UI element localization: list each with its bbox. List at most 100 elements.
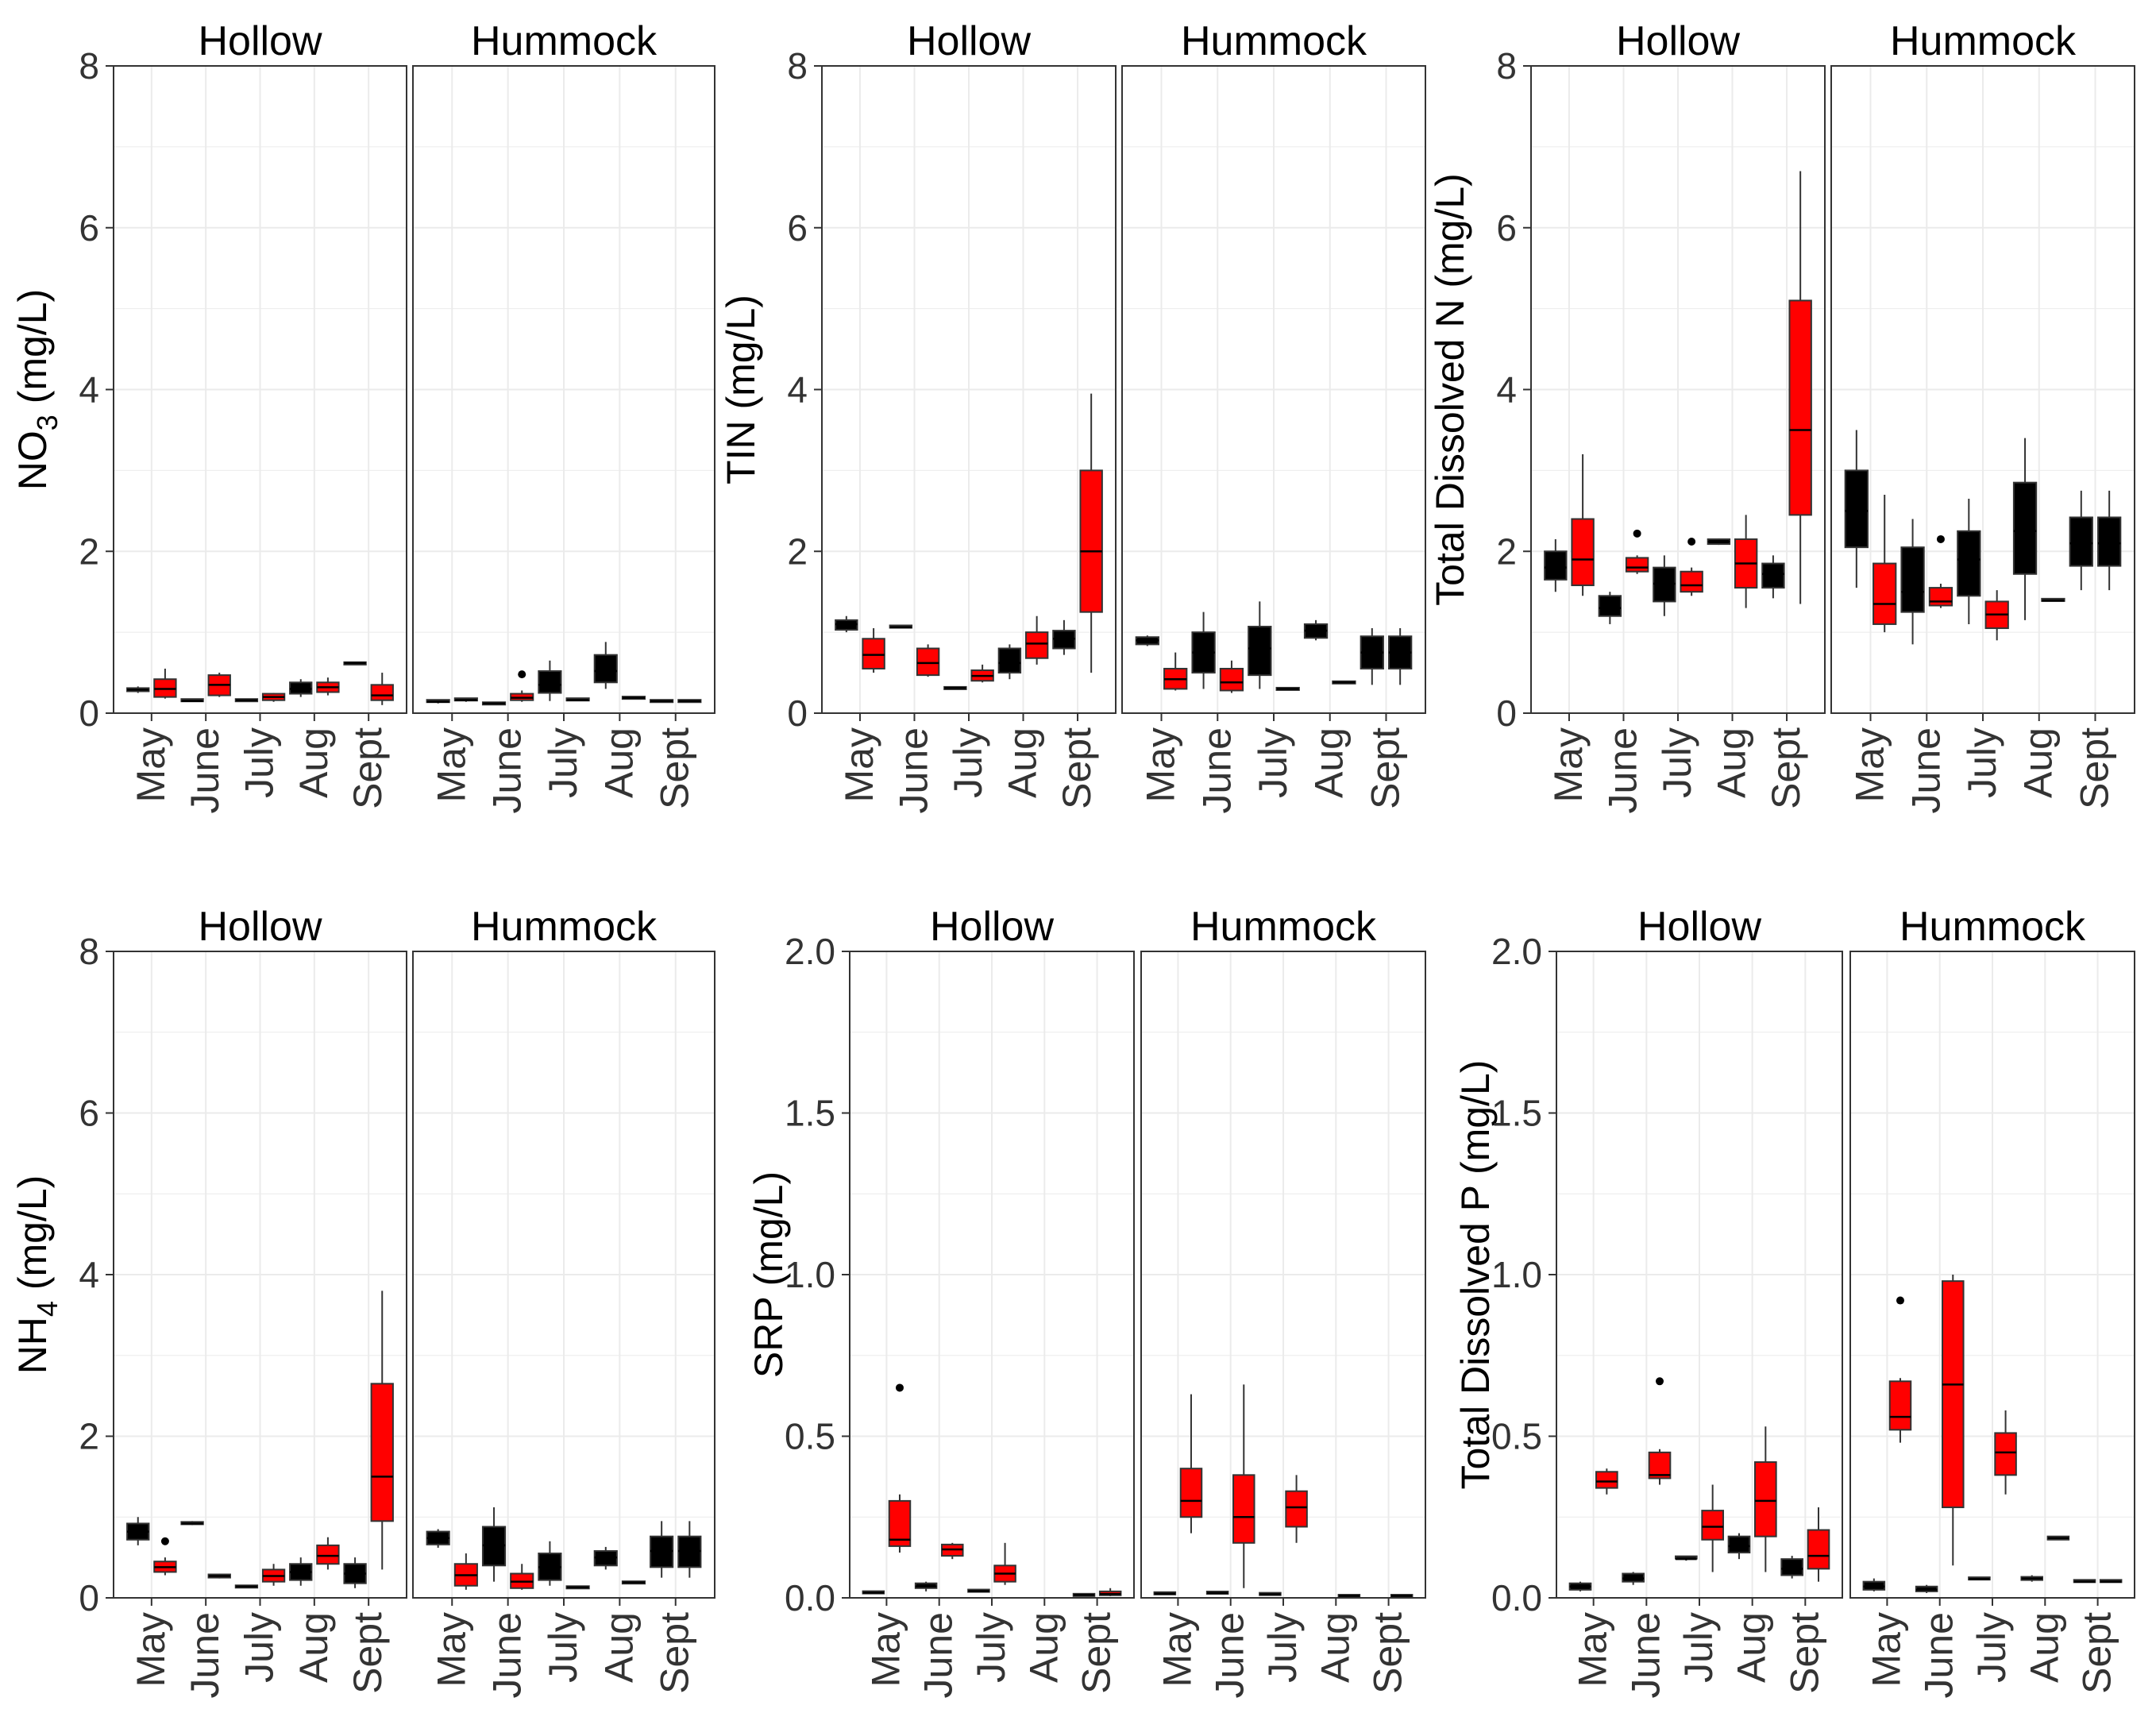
y-tick-label: 1.5 <box>1491 1093 1542 1134</box>
x-tick-label-aug: Aug <box>596 1612 641 1683</box>
box-red <box>1701 1484 1724 1572</box>
box-outlier <box>1896 1296 1904 1305</box>
facet-label-hollow: Hollow <box>930 904 1054 950</box>
box-red <box>1163 652 1188 691</box>
box-red <box>1942 1275 1965 1566</box>
box-body <box>1571 518 1595 587</box>
y-axis-label-main: SRP (mg/L) <box>746 1171 791 1378</box>
box-red <box>1571 454 1595 596</box>
box-black <box>1191 612 1216 689</box>
box-red <box>862 628 885 673</box>
box-black <box>565 1585 590 1590</box>
box-black <box>1153 1591 1177 1595</box>
x-tick-label-aug: Aug <box>596 727 641 798</box>
x-tick-label-july: July <box>1676 1612 1721 1683</box>
box-red <box>1754 1426 1777 1572</box>
y-axis-label-main: Total Dissolved N (mg/L) <box>1428 173 1472 606</box>
box-red <box>207 673 231 697</box>
x-tick-label-july: July <box>541 1612 585 1683</box>
box-red <box>1648 1377 1672 1485</box>
box-red <box>970 664 994 683</box>
x-tick-label-sept: Sept <box>345 727 390 809</box>
box-outlier <box>1633 529 1641 538</box>
y-tick-label: 0 <box>79 693 99 734</box>
x-tick-label-june: June <box>1194 727 1239 813</box>
facet-hollow: Hollow May June July Aug Sept <box>1556 904 1843 1698</box>
facet-hollow: Hollow May June July Aug Sept <box>113 18 407 813</box>
box-black <box>538 1541 562 1586</box>
x-tick-label-aug: Aug <box>291 1612 336 1683</box>
box-body <box>1544 550 1568 581</box>
box-black <box>650 1521 674 1578</box>
y-tick-label: 0.0 <box>785 1577 835 1618</box>
y-tick-label: 6 <box>787 207 808 249</box>
x-tick-label-may: May <box>1571 1612 1615 1687</box>
y-axis-label: NO3 (mg/L) <box>10 289 64 490</box>
box-body <box>862 638 885 669</box>
box-black <box>1844 430 1869 588</box>
x-tick-label-july: July <box>1251 727 1295 798</box>
box-black <box>426 699 450 704</box>
x-tick-label-sept: Sept <box>2072 727 2116 809</box>
box-black <box>621 696 646 700</box>
box-body <box>1024 631 1049 659</box>
box-body <box>1873 562 1897 625</box>
x-tick-label-may: May <box>863 1612 908 1687</box>
y-axis-label-unit: (mg/L) <box>10 289 55 415</box>
box-black <box>677 699 702 704</box>
facet-label-hollow: Hollow <box>198 904 322 950</box>
box-red <box>1285 1475 1308 1543</box>
y-axis-label-subscript: 4 <box>31 1301 64 1317</box>
box-red <box>941 1542 964 1560</box>
box-body <box>1595 1471 1618 1489</box>
x-tick-label-june: June <box>891 727 935 813</box>
box-red <box>1219 660 1244 693</box>
box-red <box>261 693 286 702</box>
box-body <box>370 684 394 701</box>
box-body <box>370 1383 394 1522</box>
box-black <box>2069 490 2093 591</box>
y-tick-label: 0 <box>1496 693 1517 734</box>
box-body <box>1942 1280 1965 1509</box>
box-body <box>1248 625 1272 677</box>
box-outlier <box>1936 534 1945 543</box>
box-red <box>261 1564 286 1586</box>
box-black <box>1248 601 1272 689</box>
box-black <box>1337 1594 1361 1599</box>
box-black <box>1862 1578 1886 1591</box>
box-black <box>1653 555 1676 616</box>
x-tick-label-july: July <box>237 727 282 798</box>
y-axis-label: Total Dissolved N (mg/L) <box>1428 173 1472 606</box>
x-tick-label-aug: Aug <box>1313 1612 1357 1683</box>
box-red <box>1873 494 1897 633</box>
y-tick-label: 0.0 <box>1491 1577 1542 1618</box>
box-black <box>1568 1581 1592 1591</box>
y-axis-label: SRP (mg/L) <box>746 1171 791 1378</box>
facet-hollow: Hollow May June July Aug Sept <box>821 18 1117 813</box>
x-tick-label-sept: Sept <box>653 727 697 809</box>
y-tick-label: 6 <box>79 207 99 249</box>
box-black <box>234 698 259 703</box>
box-black <box>2097 490 2122 591</box>
facet-label-hummock: Hummock <box>1900 904 2086 950</box>
box-red <box>510 1564 534 1590</box>
x-tick-label-may: May <box>1139 727 1183 802</box>
box-red <box>916 644 940 677</box>
box-black <box>1360 628 1384 685</box>
box-black <box>943 685 967 690</box>
box-black <box>1275 686 1300 691</box>
y-tick-label: 4 <box>79 1254 99 1295</box>
x-tick-label-june: June <box>916 1612 961 1698</box>
box-black <box>1761 555 1785 599</box>
box-black <box>1675 1555 1698 1561</box>
box-red <box>1888 1296 1912 1443</box>
box-black <box>967 1588 990 1593</box>
box-body <box>1807 1529 1830 1570</box>
box-body <box>2069 516 2093 567</box>
y-tick-label: 6 <box>1496 207 1517 249</box>
box-red <box>1928 534 1954 608</box>
